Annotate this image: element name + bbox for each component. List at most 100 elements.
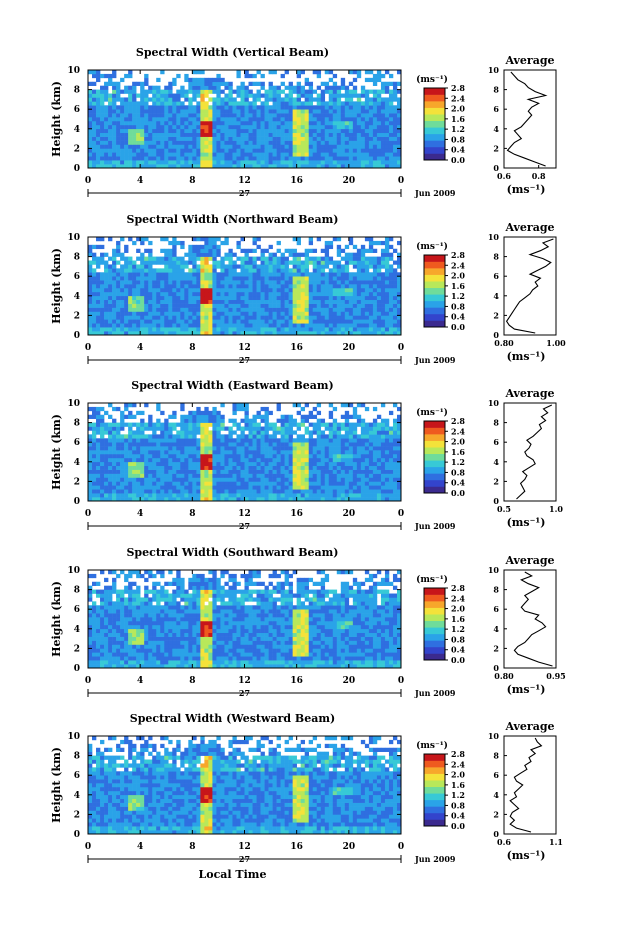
heatmap-cell (304, 319, 309, 324)
heatmap-cell (352, 477, 358, 482)
heatmap-cell (124, 97, 129, 102)
heatmap-cell (324, 311, 330, 316)
heatmap-cell (240, 307, 245, 312)
heatmap-cell (292, 473, 297, 478)
heatmap-cell (356, 493, 362, 498)
heatmap-cell (172, 132, 177, 137)
heatmap-cell (276, 124, 281, 130)
heatmap-cell (328, 85, 334, 90)
panel-title: Spectral Width (Northward Beam) (127, 213, 339, 226)
heatmap-cell (308, 128, 314, 134)
heatmap-cell (196, 489, 201, 494)
heatmap-cell (172, 446, 177, 451)
heatmap-cell (372, 450, 378, 455)
heatmap-cell (220, 276, 225, 281)
heatmap-cell (280, 291, 285, 297)
heatmap-cell (156, 132, 161, 137)
heatmap-cell (172, 307, 177, 312)
heatmap-cell (200, 493, 205, 498)
heatmap-cell (340, 284, 346, 289)
heatmap-cell (252, 299, 257, 304)
heatmap-cell (352, 461, 358, 467)
heatmap-cell (116, 493, 121, 498)
heatmap-cell (252, 497, 257, 502)
heatmap-cell (240, 148, 245, 153)
heatmap-cell (120, 105, 125, 110)
heatmap-cell (176, 73, 181, 79)
heatmap-cell (288, 136, 293, 141)
heatmap-cell (320, 248, 326, 253)
heatmap-cell (220, 299, 225, 304)
heatmap-cell (104, 105, 109, 110)
heatmap-cell (172, 120, 177, 126)
heatmap-cell (140, 240, 145, 246)
heatmap-cell (96, 260, 101, 265)
heatmap-cell (212, 156, 217, 161)
heatmap-cell (192, 295, 197, 301)
heatmap-cell (248, 280, 253, 285)
heatmap-cell (160, 497, 165, 502)
heatmap-cell (216, 248, 221, 253)
heatmap-cell (128, 430, 133, 435)
heatmap-cell (304, 465, 309, 470)
heatmap-cell (116, 252, 121, 257)
heatmap-cell (152, 136, 157, 141)
heatmap-cell (192, 426, 197, 431)
heatmap-cell (204, 77, 209, 83)
heatmap-cell (148, 461, 153, 467)
heatmap-cell (232, 164, 237, 169)
heatmap-cell (272, 493, 277, 498)
heatmap-cell (260, 144, 265, 149)
heatmap-cell (352, 164, 358, 169)
heatmap-cell (212, 117, 217, 122)
heatmap-cell (288, 485, 293, 490)
heatmap-cell (208, 252, 213, 257)
heatmap-cell (340, 497, 346, 502)
heatmap-cell (184, 117, 189, 122)
heatmap-cell (184, 307, 189, 312)
heatmap-cell (176, 113, 181, 118)
heatmap-cell (204, 303, 209, 308)
heatmap-cell (220, 442, 225, 447)
heatmap-cell (372, 280, 378, 285)
heatmap-cell (288, 481, 293, 486)
heatmap-cell (176, 327, 181, 332)
heatmap-cell (136, 453, 141, 459)
heatmap-cell (368, 311, 374, 316)
heatmap-cell (172, 124, 177, 130)
heatmap-cell (128, 109, 133, 114)
heatmap-cell (396, 256, 402, 261)
heatmap-cell (272, 311, 277, 316)
heatmap-cell (184, 73, 189, 79)
heatmap-cell (100, 287, 105, 293)
heatmap-cell (88, 272, 93, 277)
heatmap-cell (336, 120, 342, 126)
heatmap-cell (272, 264, 277, 269)
heatmap-cell (388, 465, 394, 470)
heatmap-cell (252, 473, 257, 478)
heatmap-cell (296, 117, 301, 122)
heatmap-cell (204, 93, 209, 98)
heatmap-cell (260, 113, 265, 118)
heatmap-cell (188, 477, 193, 482)
heatmap-cell (200, 477, 205, 482)
heatmap-cell (324, 295, 330, 301)
heatmap-cell (208, 446, 213, 451)
heatmap-cell (192, 315, 197, 320)
heatmap-cell (208, 453, 213, 459)
heatmap-cell (256, 144, 261, 149)
heatmap-cell (148, 256, 153, 261)
heatmap-cell (276, 477, 281, 482)
heatmap-cell (196, 117, 201, 122)
heatmap-cell (252, 93, 257, 98)
heatmap-cell (280, 73, 285, 79)
heatmap-cell (216, 93, 221, 98)
heatmap-cell (364, 315, 370, 320)
heatmap-cell (292, 323, 297, 328)
heatmap-cell (376, 136, 382, 141)
heatmap-cell (112, 140, 117, 145)
heatmap-cell (288, 144, 293, 149)
heatmap-cell (392, 485, 398, 490)
heatmap-cell (112, 489, 117, 494)
heatmap-cell (368, 248, 374, 253)
